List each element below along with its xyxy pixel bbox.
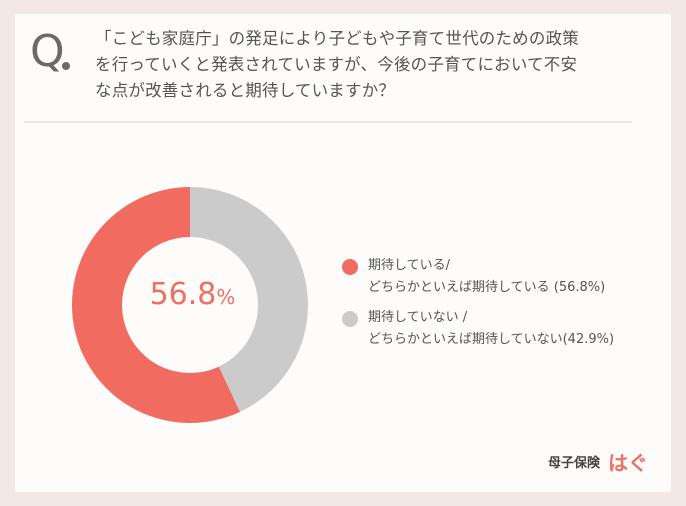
slice-expecting (72, 187, 241, 423)
slice-not-expecting (190, 187, 308, 412)
question-marker: Q (30, 26, 65, 77)
legend-dot (342, 259, 358, 275)
question-marker-dot (62, 62, 70, 70)
center-unit: % (216, 285, 236, 309)
question-line: を行っていくと発表されていますが、今後の子育てにおいて不安 (95, 55, 578, 74)
center-value: 56.8% (125, 280, 260, 310)
legend-label: 期待している/ どちらかといえば期待している (56.8%) (368, 255, 614, 299)
legend-label-line: 期待していない / (368, 310, 468, 325)
legend-item-not-expecting: 期待していない / どちらかといえば期待していない(42.9%) (342, 307, 614, 351)
divider (24, 121, 632, 123)
legend-dot (342, 311, 358, 327)
legend-label: 期待していない / どちらかといえば期待していない(42.9%) (368, 307, 614, 351)
question-line: 「こども家庭庁」の発足により子どもや子育て世代のための政策 (95, 29, 579, 48)
brand-hug-logo: はぐ (608, 451, 649, 475)
center-number: 56.8 (149, 277, 217, 312)
legend-label-line: どちらかといえば期待していない(42.9%) (368, 332, 615, 347)
question-text: 「こども家庭庁」の発足により子どもや子育て世代のための政策 を行っていくと発表さ… (95, 26, 640, 104)
legend: 期待している/ どちらかといえば期待している (56.8%) 期待していない /… (342, 255, 614, 359)
donut-chart (72, 187, 308, 423)
legend-item-expecting: 期待している/ どちらかといえば期待している (56.8%) (342, 255, 614, 299)
question-line: な点が改善されると期待していますか？ (95, 81, 396, 100)
legend-label-line: どちらかといえば期待している (56.8%) (368, 280, 606, 295)
brand-name: 母子保険 (548, 456, 601, 471)
legend-label-line: 期待している/ (368, 258, 450, 273)
brand-logo: 母子保険 はぐ (548, 447, 648, 476)
